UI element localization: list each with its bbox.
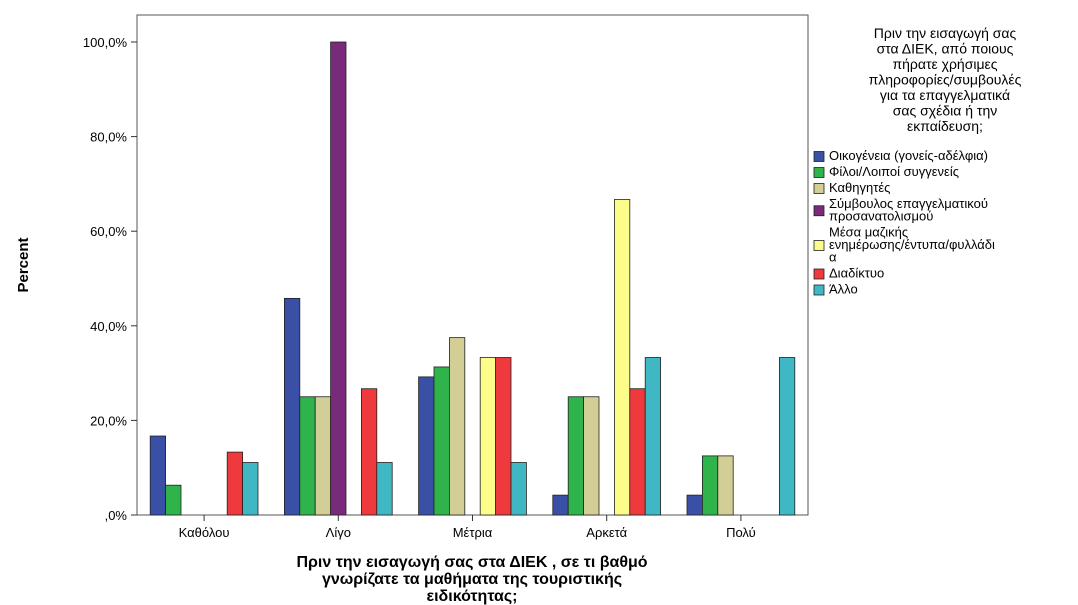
bar <box>165 484 182 516</box>
bar <box>702 455 719 516</box>
legend-swatch <box>813 167 825 178</box>
bar <box>779 357 796 516</box>
legend-label: Διαδίκτυο <box>829 266 884 281</box>
x-axis: Καθόλου Λίγο Μέτρια Αρκετά Πολύ <box>179 515 756 540</box>
bar <box>552 494 569 516</box>
legend-swatch <box>813 284 825 296</box>
bar <box>330 41 347 516</box>
legend-label: Μέσα μαζικής <box>829 225 908 240</box>
legend-title-line: σας σχέδια ή την <box>893 103 997 119</box>
x-tick-label: Καθόλου <box>179 525 230 540</box>
bar <box>448 337 466 516</box>
bar <box>567 396 585 516</box>
y-tick-label: 20,0% <box>90 413 127 428</box>
y-tick-label: 40,0% <box>90 319 127 334</box>
y-tick-label: 100,0% <box>83 35 128 50</box>
bar <box>418 376 435 516</box>
bar <box>433 366 450 516</box>
legend-title-line: εκπαίδευση; <box>907 118 983 134</box>
y-axis-label: Percent <box>15 237 32 292</box>
bar <box>717 455 734 516</box>
bars-group <box>149 41 796 516</box>
legend-title-line: πήρατε χρήσιμες <box>892 56 997 72</box>
x-axis-label-line: ειδικότητας; <box>427 588 518 605</box>
bar <box>314 396 332 516</box>
bar <box>376 462 393 516</box>
legend-title-line: πληροφορίες/συμβουλές <box>869 72 1022 88</box>
x-tick-label: Αρκετά <box>586 525 627 540</box>
x-axis-label: Πριν την εισαγωγή σας στα ΔΙΕΚ , σε τι β… <box>296 554 647 605</box>
bar <box>629 388 646 516</box>
legend-title-line: για τα επαγγελματικά <box>880 87 1010 103</box>
legend-label: Σύμβουλος επαγγελματικού <box>829 196 988 211</box>
legend-title-line: στα ΔΙΕΚ, από ποιους <box>877 41 1014 57</box>
bar <box>686 494 703 516</box>
legend-swatch <box>813 268 825 280</box>
legend-label: Οικογένεια (γονείς-αδέλφια) <box>829 148 988 163</box>
y-axis: ,0% 20,0% 40,0% 60,0% 80,0% 100,0% <box>83 35 137 523</box>
legend-label: Καθηγητές <box>829 180 890 195</box>
bar <box>614 199 631 516</box>
bar <box>360 388 378 516</box>
bar <box>479 357 497 516</box>
legend-swatch <box>813 205 825 217</box>
y-tick-label: ,0% <box>105 508 128 523</box>
legend-label: Φίλοι/Λοιποί συγγενείς <box>829 164 959 179</box>
bar <box>149 435 166 516</box>
legend-label: α <box>829 250 837 265</box>
bar <box>510 462 527 516</box>
bar <box>299 396 316 516</box>
legend-label: Άλλο <box>829 282 858 297</box>
x-tick-label: Πολύ <box>726 525 756 540</box>
bar <box>583 396 600 516</box>
legend-label: προσανατολισμού <box>829 209 933 224</box>
bar <box>283 297 301 516</box>
bar <box>226 451 243 516</box>
plot-area <box>136 14 809 516</box>
x-tick-label: Μέτρια <box>453 525 493 540</box>
x-axis-label-line: Πριν την εισαγωγή σας στα ΔΙΕΚ , σε τι β… <box>296 554 647 571</box>
legend-title-line: Πριν την εισαγωγή σας <box>874 25 1017 41</box>
legend-swatch <box>813 151 825 162</box>
bar <box>644 357 662 516</box>
bar <box>242 462 259 516</box>
x-axis-label-line: γνωρίζατε τα μαθήματα της τουριστικής <box>322 571 622 588</box>
bar <box>495 357 512 516</box>
legend-swatch <box>813 183 825 194</box>
legend-swatch <box>813 240 825 251</box>
y-tick-label: 60,0% <box>90 224 127 239</box>
x-tick-label: Λίγο <box>326 525 351 540</box>
y-tick-label: 80,0% <box>90 130 127 145</box>
legend-label: ενημέρωσης/έντυπα/φυλλάδι <box>829 237 995 252</box>
